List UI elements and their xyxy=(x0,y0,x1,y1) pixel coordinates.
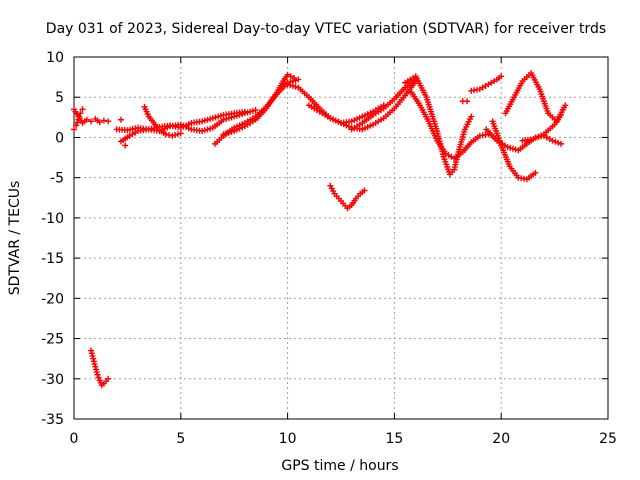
x-tick-label: 10 xyxy=(279,431,297,447)
y-tick-label: -5 xyxy=(50,171,64,187)
data-point xyxy=(83,116,90,123)
y-tick-label: -35 xyxy=(41,412,64,428)
data-point xyxy=(166,132,173,139)
data-point xyxy=(562,102,569,109)
data-point xyxy=(177,130,184,137)
data-point xyxy=(287,73,294,80)
data-point xyxy=(291,74,298,81)
data-point xyxy=(464,98,471,105)
data-point xyxy=(172,132,179,139)
data-point xyxy=(252,107,259,114)
data-point xyxy=(558,140,565,147)
data-point xyxy=(76,113,83,120)
data-point xyxy=(105,118,112,125)
data-point xyxy=(169,132,176,139)
plot-frame xyxy=(73,56,609,420)
y-tick-label: -15 xyxy=(41,251,64,267)
data-point xyxy=(105,375,112,382)
data-point xyxy=(75,116,82,123)
data-point xyxy=(122,142,129,149)
data-point xyxy=(117,116,124,123)
data-point xyxy=(555,139,562,146)
data-point xyxy=(77,110,84,117)
data-point xyxy=(552,138,559,145)
x-tick-label: 20 xyxy=(492,431,510,447)
data-point xyxy=(73,122,80,129)
data-point xyxy=(468,113,475,120)
y-tick-label: 0 xyxy=(55,130,64,146)
data-point xyxy=(79,106,86,113)
data-point xyxy=(95,374,102,381)
y-tick-label: -20 xyxy=(41,291,64,307)
data-point xyxy=(174,131,181,138)
data-point xyxy=(74,119,81,126)
y-tick-label: -10 xyxy=(41,211,64,227)
data-point xyxy=(94,371,101,378)
x-tick-label: 25 xyxy=(599,431,617,447)
data-point xyxy=(295,76,302,83)
data-point xyxy=(162,131,169,138)
gridlines xyxy=(74,57,608,419)
y-tick-label: -30 xyxy=(41,372,64,388)
y-tick-labels: 10 5 0 -5 -10 -15 -20 -25 -30 -35 xyxy=(41,50,64,428)
y-axis-label: SDTVAR / TECUs xyxy=(7,181,23,296)
data-point xyxy=(361,187,368,194)
y-tick-label: 5 xyxy=(55,90,64,106)
x-tick-label: 5 xyxy=(176,431,185,447)
data-point xyxy=(532,169,539,176)
x-tick-labels: 0 5 10 15 20 25 xyxy=(70,431,617,447)
data-point xyxy=(498,73,505,80)
x-tick-label: 15 xyxy=(385,431,403,447)
axis-ticks xyxy=(73,56,609,420)
data-points xyxy=(71,70,569,389)
data-point xyxy=(71,126,77,133)
data-point xyxy=(96,119,103,126)
chart-title: Day 031 of 2023, Sidereal Day-to-day VTE… xyxy=(46,21,606,37)
x-axis-label: GPS time / hours xyxy=(281,458,398,474)
data-point xyxy=(558,111,565,118)
data-point xyxy=(100,117,107,124)
data-point xyxy=(88,118,95,125)
data-point xyxy=(284,71,291,78)
x-tick-label: 0 xyxy=(70,431,79,447)
y-tick-label: 10 xyxy=(46,50,64,66)
data-point xyxy=(549,137,556,144)
y-tick-label: -25 xyxy=(41,332,64,348)
